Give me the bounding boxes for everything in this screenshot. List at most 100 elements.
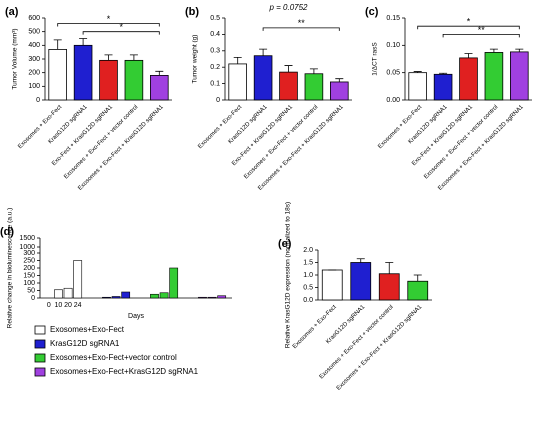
panel-label: (e) bbox=[278, 238, 292, 250]
legend-label: KrasG12D sgRNA1 bbox=[50, 339, 120, 348]
legend-label: Exosomes+Exo-Fect+KrasG12D sgRNA1 bbox=[50, 367, 199, 376]
error-bar bbox=[53, 39, 62, 50]
bar bbox=[253, 55, 273, 101]
panel-label: (a) bbox=[5, 6, 19, 18]
y-tick-label: 0.0 bbox=[303, 297, 313, 304]
y-tick-label: 0 bbox=[216, 97, 220, 104]
significance-bracket bbox=[82, 31, 160, 35]
panel-label: (d) bbox=[0, 226, 14, 238]
bar bbox=[124, 59, 144, 101]
legend-swatch bbox=[34, 325, 46, 335]
error-bar bbox=[413, 71, 422, 73]
y-tick-label: 0.05 bbox=[386, 70, 400, 77]
y-axis-label: Relative KrasG12D expression (normalized… bbox=[285, 202, 292, 348]
bar bbox=[102, 296, 111, 299]
bar bbox=[484, 52, 504, 101]
y-tick-label: 200 bbox=[23, 265, 35, 272]
legend-swatch bbox=[34, 367, 46, 377]
bar bbox=[407, 280, 429, 301]
y-tick-label: 0.15 bbox=[386, 15, 400, 22]
y-tick-label: 0.10 bbox=[386, 42, 400, 49]
y-tick-label: 0.2 bbox=[210, 64, 220, 71]
y-tick-label: 400 bbox=[28, 42, 40, 49]
significance-label: ** bbox=[478, 25, 486, 35]
bar bbox=[150, 75, 169, 101]
x-tick-label: Exosomes + Exo-Fect bbox=[377, 104, 423, 150]
bar bbox=[207, 296, 217, 299]
y-tick-label: 0.1 bbox=[210, 80, 220, 87]
y-tick-label: 300 bbox=[28, 56, 40, 63]
error-bar bbox=[309, 68, 318, 74]
bar bbox=[350, 262, 372, 301]
error-bar bbox=[413, 274, 422, 282]
panel-label: (c) bbox=[365, 6, 379, 18]
y-tick-label: 150 bbox=[23, 272, 35, 279]
y-tick-label: 600 bbox=[28, 15, 40, 22]
bar bbox=[330, 81, 349, 101]
y-tick-label: 0 bbox=[36, 97, 40, 104]
significance-label: * bbox=[119, 22, 123, 32]
panel-label: (b) bbox=[185, 6, 199, 18]
bar bbox=[304, 73, 324, 101]
error-bar bbox=[439, 72, 448, 75]
y-axis-label: Tumor weight (g) bbox=[192, 35, 199, 84]
significance-label: * bbox=[107, 14, 111, 24]
bar bbox=[408, 72, 427, 101]
y-tick-label: 0.5 bbox=[303, 284, 313, 291]
error-bar bbox=[104, 54, 113, 61]
error-bar bbox=[464, 53, 473, 58]
error-bar bbox=[356, 258, 365, 263]
bar bbox=[63, 287, 73, 299]
legend-label: Exosomes+Exo-Fect bbox=[50, 325, 125, 334]
y-tick-label: 1500 bbox=[19, 235, 35, 242]
y-axis-label: Tumor Volume (mm³) bbox=[12, 28, 19, 89]
significance-bracket bbox=[57, 23, 160, 27]
y-tick-label: 0.5 bbox=[210, 15, 220, 22]
y-tick-label: 300 bbox=[23, 250, 35, 257]
y-tick-label: 1000 bbox=[19, 244, 35, 251]
y-axis-label: 1/ΔCT rasS bbox=[372, 42, 379, 76]
annotation: p = 0.0752 bbox=[268, 3, 308, 12]
y-tick-label: 100 bbox=[28, 83, 40, 90]
x-axis-label: Days bbox=[128, 313, 144, 320]
bar bbox=[121, 291, 131, 299]
y-tick-label: 50 bbox=[27, 287, 35, 294]
y-tick-label: 1.0 bbox=[303, 272, 313, 279]
y-tick-label: 0.3 bbox=[210, 48, 220, 55]
bar bbox=[321, 269, 343, 301]
y-axis-label: Relative change in bioluminescence (a.u.… bbox=[7, 208, 14, 329]
significance-label: ** bbox=[298, 18, 306, 28]
y-tick-label: 0 bbox=[31, 295, 35, 302]
x-tick-label: 24 bbox=[74, 302, 82, 309]
bar bbox=[378, 273, 400, 301]
error-bar bbox=[233, 56, 242, 64]
bar bbox=[459, 57, 478, 101]
significance-bracket bbox=[417, 25, 520, 30]
bar bbox=[73, 260, 83, 299]
error-bar bbox=[284, 65, 293, 73]
bar bbox=[54, 289, 63, 299]
y-tick-label: 0.4 bbox=[210, 31, 220, 38]
error-bar bbox=[79, 38, 88, 46]
error-bar bbox=[489, 48, 498, 53]
y-tick-label: 500 bbox=[28, 29, 40, 36]
bar bbox=[159, 292, 169, 299]
bar bbox=[217, 295, 227, 299]
y-tick-label: 100 bbox=[23, 280, 35, 287]
significance-bracket bbox=[262, 27, 340, 31]
legend-label: Exosomes+Exo-Fect+vector control bbox=[50, 353, 177, 362]
error-bar bbox=[335, 78, 344, 82]
error-bar bbox=[129, 54, 138, 61]
significance-label: * bbox=[467, 17, 471, 27]
error-bar bbox=[515, 48, 524, 52]
x-tick-label: Exosomes + Exo-Fect bbox=[197, 104, 243, 150]
error-bar bbox=[155, 70, 164, 76]
bar bbox=[111, 296, 121, 299]
legend-swatch bbox=[34, 353, 46, 363]
bar bbox=[150, 293, 159, 299]
bar bbox=[73, 44, 93, 101]
bar bbox=[228, 63, 247, 101]
x-tick-label: 0 bbox=[47, 302, 51, 309]
error-bar bbox=[259, 48, 268, 56]
